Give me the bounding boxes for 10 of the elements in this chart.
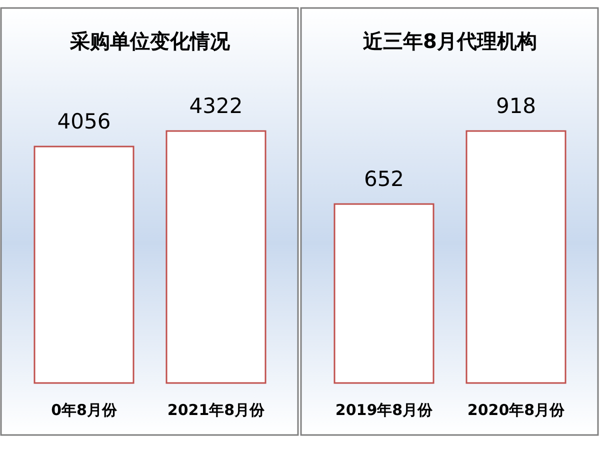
data-label: 652 — [364, 167, 404, 192]
data-label: 4322 — [189, 94, 243, 118]
chart-title: 近三年8月代理机构 — [362, 29, 537, 53]
x-tick-label: 0年8月份 — [51, 401, 118, 419]
data-label: 918 — [496, 94, 536, 118]
data-label: 4056 — [57, 110, 111, 134]
x-tick-label: 2021年8月份 — [167, 401, 266, 419]
x-tick-label: 2020年8月份 — [467, 401, 566, 419]
chart-title: 采购单位变化情况 — [69, 29, 231, 53]
x-tick-label: 2019年8月份 — [335, 401, 434, 419]
